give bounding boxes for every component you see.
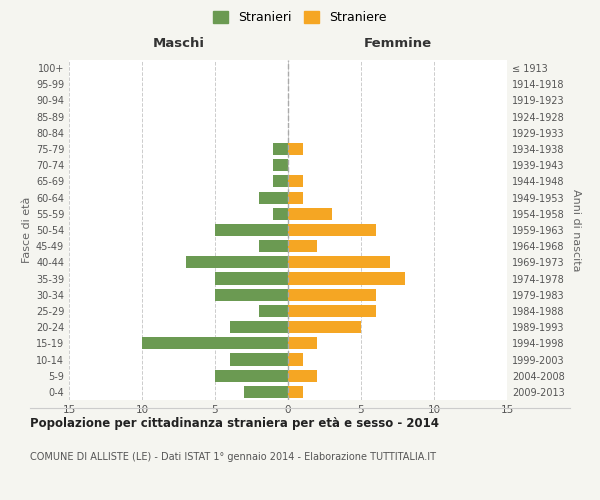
Bar xyxy=(288,288,376,301)
Bar xyxy=(274,143,288,155)
Bar xyxy=(186,256,288,268)
Y-axis label: Anni di nascita: Anni di nascita xyxy=(571,188,581,271)
Bar xyxy=(259,192,288,203)
Bar xyxy=(288,272,405,284)
Bar xyxy=(142,338,288,349)
Y-axis label: Fasce di età: Fasce di età xyxy=(22,197,32,263)
Text: Femmine: Femmine xyxy=(364,38,431,51)
Bar xyxy=(288,224,376,236)
Bar xyxy=(288,176,302,188)
Bar xyxy=(274,208,288,220)
Bar xyxy=(288,192,302,203)
Bar xyxy=(215,224,288,236)
Legend: Stranieri, Straniere: Stranieri, Straniere xyxy=(208,6,392,29)
Bar xyxy=(288,370,317,382)
Bar xyxy=(215,288,288,301)
Bar xyxy=(288,386,302,398)
Bar xyxy=(230,321,288,333)
Bar xyxy=(215,370,288,382)
Text: Maschi: Maschi xyxy=(152,38,205,51)
Bar xyxy=(274,176,288,188)
Bar xyxy=(288,208,332,220)
Bar xyxy=(215,272,288,284)
Bar xyxy=(259,305,288,317)
Bar xyxy=(288,354,302,366)
Bar xyxy=(288,143,302,155)
Bar xyxy=(288,321,361,333)
Text: Popolazione per cittadinanza straniera per età e sesso - 2014: Popolazione per cittadinanza straniera p… xyxy=(30,418,439,430)
Bar xyxy=(230,354,288,366)
Bar xyxy=(259,240,288,252)
Bar xyxy=(244,386,288,398)
Bar xyxy=(288,256,390,268)
Text: COMUNE DI ALLISTE (LE) - Dati ISTAT 1° gennaio 2014 - Elaborazione TUTTITALIA.IT: COMUNE DI ALLISTE (LE) - Dati ISTAT 1° g… xyxy=(30,452,436,462)
Bar xyxy=(288,305,376,317)
Bar xyxy=(288,240,317,252)
Bar xyxy=(288,338,317,349)
Bar xyxy=(274,159,288,172)
